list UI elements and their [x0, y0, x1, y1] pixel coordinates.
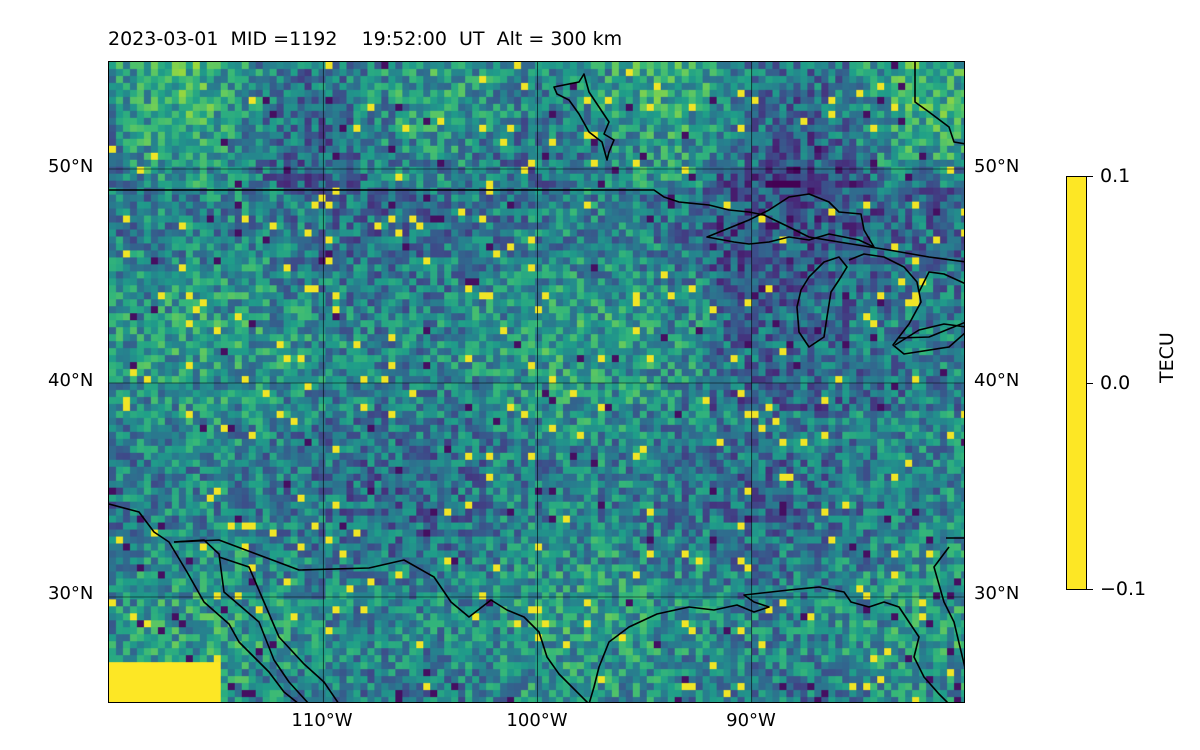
- lat-label-right-40: 40°N: [974, 370, 1020, 391]
- colorbar-title: TECU: [1156, 332, 1178, 383]
- us-mexico-border: [173, 539, 589, 702]
- atlantic-coast: [933, 537, 964, 668]
- pacific-coast: [109, 503, 298, 702]
- lake-superior: [706, 193, 875, 248]
- lon-label-90w: 90°W: [726, 710, 776, 731]
- tec-heatmap: [109, 62, 964, 702]
- lake-michigan: [796, 256, 848, 348]
- us-canada-border: [109, 189, 964, 263]
- lat-label-left-50: 50°N: [48, 156, 94, 177]
- map-overlay: [109, 62, 964, 702]
- tec-map[interactable]: [108, 61, 965, 703]
- northeast-shore: [914, 62, 964, 145]
- hudson-bay-shore: [553, 73, 615, 161]
- lat-label-right-30: 30°N: [974, 583, 1020, 604]
- colorbar-tick-mid: [1087, 383, 1093, 384]
- gulf-of-california: [173, 539, 339, 702]
- colorbar-tick-top: [1087, 176, 1093, 177]
- colorbar-max-label: 0.1: [1100, 165, 1131, 187]
- lake-erie-ontario: [894, 271, 964, 346]
- lon-label-110w: 110°W: [291, 710, 353, 731]
- lat-label-left-30: 30°N: [48, 583, 94, 604]
- gridlines: [109, 62, 964, 702]
- lat-label-right-50: 50°N: [974, 156, 1020, 177]
- lon-label-100w: 100°W: [506, 710, 568, 731]
- lat-label-left-40: 40°N: [48, 370, 94, 391]
- colorbar-tick-bottom: [1087, 589, 1093, 590]
- gulf-coast: [588, 586, 949, 702]
- lake-huron: [848, 253, 964, 355]
- map-title: 2023-03-01 MID =1192 19:52:00 UT Alt = 3…: [108, 28, 623, 50]
- coastlines: [109, 62, 964, 702]
- colorbar-min-label: −0.1: [1100, 578, 1147, 600]
- colorbar-mid-label: 0.0: [1100, 372, 1131, 394]
- colorbar: [1066, 176, 1087, 590]
